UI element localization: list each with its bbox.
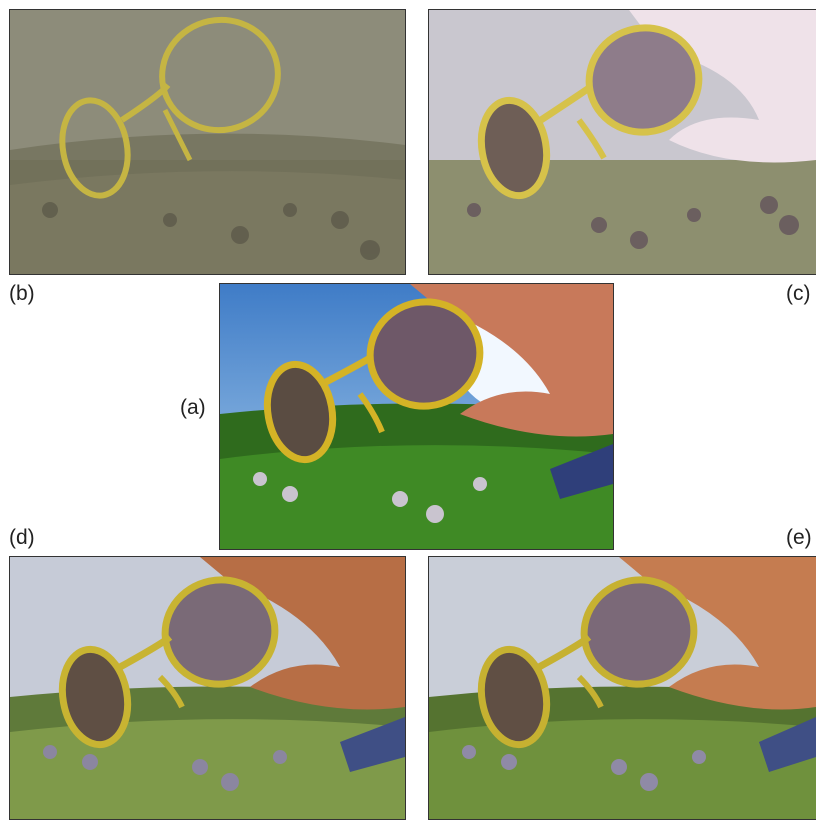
panel-b-image bbox=[9, 9, 406, 275]
panel-c-scene bbox=[429, 10, 816, 274]
panel-a-image bbox=[219, 283, 614, 550]
panel-d-image bbox=[9, 556, 406, 820]
label-e: (e) bbox=[786, 526, 812, 549]
panel-c-image bbox=[428, 9, 816, 275]
label-c: (c) bbox=[786, 282, 811, 305]
panel-a-scene bbox=[220, 284, 613, 549]
label-b: (b) bbox=[9, 282, 35, 305]
panel-d-scene bbox=[10, 557, 405, 819]
panel-e-image bbox=[428, 556, 816, 820]
label-a: (a) bbox=[180, 396, 206, 419]
label-d: (d) bbox=[9, 526, 35, 549]
panel-e-scene bbox=[429, 557, 816, 819]
panel-b-scene bbox=[10, 10, 405, 274]
